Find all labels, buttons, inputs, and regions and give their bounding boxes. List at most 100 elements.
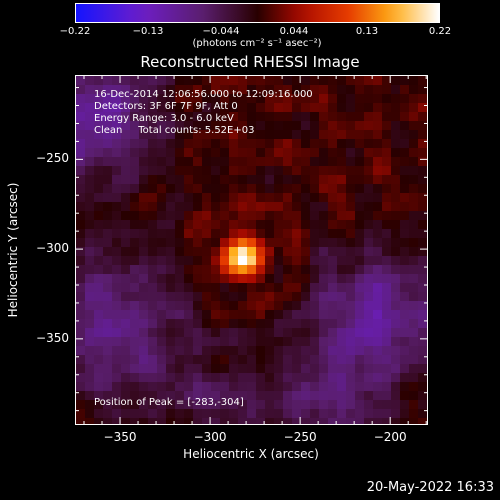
image-pixel [166, 328, 176, 338]
image-pixel [175, 301, 185, 311]
image-pixel [193, 85, 203, 95]
image-pixel [382, 175, 392, 185]
image-pixel [238, 382, 248, 392]
image-pixel [148, 265, 158, 275]
image-pixel [211, 112, 221, 122]
image-pixel [310, 166, 320, 176]
image-pixel [193, 157, 203, 167]
image-pixel [76, 310, 86, 320]
image-pixel [238, 301, 248, 311]
image-pixel [355, 373, 365, 383]
image-pixel [391, 337, 401, 347]
image-pixel [184, 364, 194, 374]
image-pixel [265, 148, 275, 158]
image-pixel [238, 139, 248, 149]
image-pixel [247, 76, 257, 86]
image-pixel [94, 85, 104, 95]
image-pixel [391, 256, 401, 266]
image-pixel [220, 247, 230, 257]
image-pixel [400, 193, 410, 203]
image-pixel [400, 265, 410, 275]
image-pixel [418, 409, 427, 419]
image-pixel [166, 418, 176, 424]
image-pixel [94, 355, 104, 365]
image-pixel [220, 400, 230, 410]
image-pixel [166, 373, 176, 383]
image-pixel [139, 373, 149, 383]
image-pixel [283, 139, 293, 149]
image-pixel [355, 184, 365, 194]
image-pixel [220, 364, 230, 374]
image-pixel [337, 211, 347, 221]
image-pixel [220, 418, 230, 424]
image-pixel [319, 382, 329, 392]
image-pixel [175, 274, 185, 284]
image-pixel [166, 211, 176, 221]
image-pixel [202, 139, 212, 149]
image-pixel [175, 121, 185, 131]
image-pixel [274, 292, 284, 302]
image-pixel [301, 337, 311, 347]
image-pixel [193, 337, 203, 347]
image-pixel [94, 139, 104, 149]
image-pixel [391, 121, 401, 131]
image-pixel [220, 382, 230, 392]
image-pixel [382, 364, 392, 374]
image-pixel [310, 319, 320, 329]
image-pixel [193, 346, 203, 356]
image-pixel [76, 175, 86, 185]
image-pixel [184, 373, 194, 383]
image-pixel [256, 85, 266, 95]
image-pixel [292, 247, 302, 257]
image-pixel [409, 166, 419, 176]
image-pixel [139, 265, 149, 275]
image-pixel [139, 193, 149, 203]
image-pixel [148, 391, 158, 401]
image-pixel [310, 337, 320, 347]
image-pixel [274, 328, 284, 338]
image-pixel [346, 265, 356, 275]
image-pixel [130, 247, 140, 257]
image-pixel [76, 229, 86, 239]
image-pixel [112, 103, 122, 113]
image-pixel [202, 220, 212, 230]
image-pixel [427, 265, 428, 275]
image-pixel [337, 139, 347, 149]
image-pixel [427, 121, 428, 131]
image-pixel [211, 400, 221, 410]
image-pixel [346, 85, 356, 95]
image-pixel [391, 85, 401, 95]
plot-timestamp: 20-May-2022 16:33 [366, 480, 494, 495]
image-pixel [130, 229, 140, 239]
image-pixel [184, 148, 194, 158]
image-pixel [409, 274, 419, 284]
image-pixel [310, 274, 320, 284]
image-pixel [355, 211, 365, 221]
image-pixel [130, 112, 140, 122]
image-pixel [265, 220, 275, 230]
image-pixel [283, 310, 293, 320]
image-pixel [220, 130, 230, 140]
image-pixel [301, 328, 311, 338]
image-pixel [265, 229, 275, 239]
image-pixel [85, 373, 95, 383]
image-pixel [184, 130, 194, 140]
x-tick-label: −250 [283, 430, 317, 444]
image-pixel [391, 220, 401, 230]
y-tick-label: −350 [36, 330, 69, 345]
image-pixel [121, 409, 131, 419]
image-pixel [103, 283, 113, 293]
image-pixel [310, 229, 320, 239]
image-pixel [364, 157, 374, 167]
image-pixel [355, 265, 365, 275]
image-pixel [391, 157, 401, 167]
image-pixel [283, 238, 293, 248]
image-pixel [130, 238, 140, 248]
image-pixel [202, 166, 212, 176]
image-pixel [355, 247, 365, 257]
image-pixel [409, 238, 419, 248]
image-pixel [94, 346, 104, 356]
image-pixel [112, 76, 122, 86]
image-pixel [166, 157, 176, 167]
image-pixel [355, 409, 365, 419]
